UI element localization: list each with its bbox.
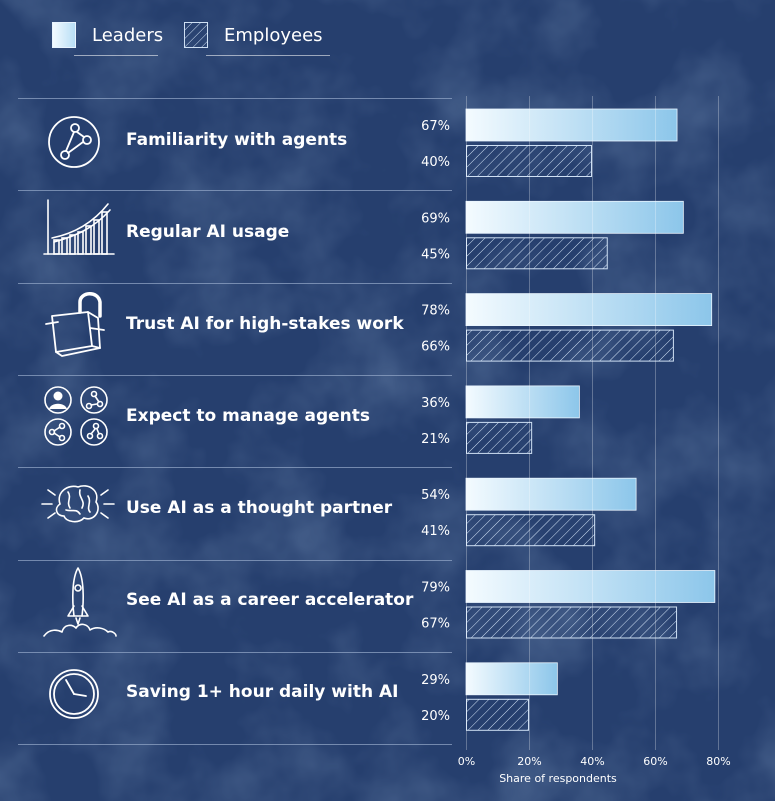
rocket-icon bbox=[43, 567, 117, 637]
value-label-leaders: 29% bbox=[421, 673, 450, 688]
row-label-trust: Trust AI for high-stakes work bbox=[126, 314, 404, 334]
legend-underline bbox=[74, 55, 158, 56]
legend: Leaders Employees bbox=[52, 22, 342, 58]
bar-leaders bbox=[465, 200, 684, 234]
bar-employees bbox=[466, 329, 674, 362]
employees-swatch bbox=[184, 22, 208, 48]
people-agents-icon bbox=[44, 386, 108, 446]
value-label-employees: 40% bbox=[421, 155, 450, 170]
bar-employees bbox=[466, 514, 596, 547]
bar-leaders bbox=[465, 108, 678, 142]
row-label-thought-partner: Use AI as a thought partner bbox=[126, 498, 393, 518]
value-label-employees: 20% bbox=[421, 709, 450, 724]
value-label-employees: 45% bbox=[421, 247, 450, 262]
value-label-employees: 67% bbox=[421, 617, 450, 632]
legend-underline bbox=[206, 55, 330, 56]
legend-label-employees: Employees bbox=[224, 25, 323, 46]
value-label-leaders: 69% bbox=[421, 211, 450, 226]
legend-label-leaders: Leaders bbox=[92, 25, 164, 46]
growth-chart-icon bbox=[43, 199, 115, 255]
bar-employees bbox=[466, 145, 592, 177]
value-label-leaders: 78% bbox=[421, 304, 450, 319]
bar-leaders bbox=[465, 477, 637, 511]
value-label-employees: 66% bbox=[421, 340, 450, 355]
axis-tick-label: 20% bbox=[517, 755, 541, 768]
axis-tick-label: 60% bbox=[643, 755, 667, 768]
axis-tick-label: 0% bbox=[458, 755, 475, 768]
axis-tick-label: 80% bbox=[706, 755, 730, 768]
axis-tick-label: 40% bbox=[580, 755, 604, 768]
value-label-leaders: 36% bbox=[421, 396, 450, 411]
bar-leaders bbox=[465, 570, 716, 603]
bar-leaders bbox=[465, 293, 713, 327]
leaders-swatch bbox=[52, 22, 76, 48]
value-label-employees: 41% bbox=[421, 524, 450, 539]
bar-leaders bbox=[465, 385, 580, 419]
value-label-leaders: 54% bbox=[421, 488, 450, 503]
unlocked-padlock-icon bbox=[45, 292, 105, 357]
brain-icon bbox=[41, 485, 115, 523]
clock-icon bbox=[49, 669, 99, 719]
bar-leaders bbox=[465, 662, 558, 696]
row-label-regular-usage: Regular AI usage bbox=[126, 222, 290, 242]
bar-employees bbox=[466, 698, 529, 731]
value-label-employees: 21% bbox=[421, 432, 450, 447]
bar-employees bbox=[466, 237, 608, 270]
row-label-manage-agents: Expect to manage agents bbox=[126, 406, 371, 426]
agents-network-icon bbox=[48, 116, 100, 168]
value-label-leaders: 67% bbox=[421, 119, 450, 134]
bar-employees bbox=[466, 606, 678, 639]
value-label-leaders: 79% bbox=[421, 581, 450, 596]
row-label-familiarity: Familiarity with agents bbox=[126, 130, 348, 150]
row-label-saving-time: Saving 1+ hour daily with AI bbox=[126, 682, 399, 702]
row-label-career-accelerator: See AI as a career accelerator bbox=[126, 590, 414, 610]
bar-employees bbox=[466, 421, 533, 454]
axis-title: Share of respondents bbox=[499, 772, 617, 785]
